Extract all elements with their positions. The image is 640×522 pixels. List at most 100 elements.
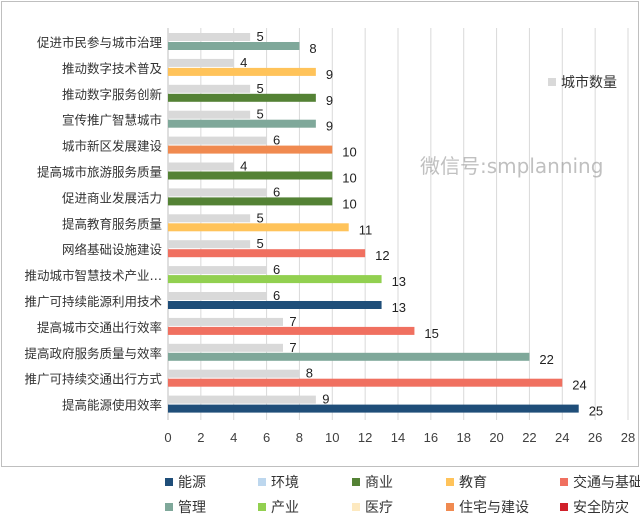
series-legend: 城市数量 — [548, 72, 617, 92]
legend-label: 教育 — [459, 475, 487, 491]
bar-city-count — [168, 317, 283, 326]
data-label: 5 — [257, 210, 264, 225]
legend-swatch — [258, 478, 266, 486]
bar-city-count — [168, 240, 251, 249]
legend-swatch — [548, 78, 556, 86]
bar-city-count — [168, 395, 316, 404]
bar-city-count — [168, 266, 267, 275]
data-label: 6 — [273, 184, 280, 199]
data-label: 5 — [257, 81, 264, 96]
bar-value — [168, 404, 579, 413]
x-tick-label: 24 — [555, 430, 569, 445]
bar-city-count — [168, 292, 267, 300]
bar-value — [168, 275, 382, 284]
data-label: 13 — [392, 274, 406, 289]
x-tick-label: 26 — [588, 430, 602, 445]
legend-label: 城市数量 — [561, 75, 617, 91]
category-label: 推动数字服务创新 — [62, 87, 162, 102]
x-tick-label: 0 — [164, 430, 171, 445]
legend-label: 商业 — [365, 475, 393, 491]
legend-item: 交通与基础设施 — [560, 472, 640, 492]
legend-swatch — [560, 478, 568, 486]
bar-value — [168, 42, 300, 50]
category-label: 促进商业发展活力 — [62, 190, 162, 205]
bar-value — [168, 197, 333, 206]
x-tick-label: 2 — [197, 430, 204, 445]
bar-value — [168, 93, 316, 102]
category-label: 提高教育服务质量 — [62, 216, 162, 231]
category-label: 城市新区发展建设 — [62, 139, 163, 154]
legend-item: 能源 — [165, 472, 206, 492]
bar-value — [168, 67, 316, 76]
legend-label: 安全防灾 — [573, 500, 629, 516]
legend-label: 住宅与建设 — [459, 500, 529, 516]
data-label: 5 — [257, 236, 264, 251]
bar-value — [168, 378, 563, 387]
legend-item: 安全防灾 — [560, 497, 629, 517]
legend-item: 教育 — [446, 472, 487, 492]
legend-swatch — [165, 503, 173, 511]
data-label: 5 — [257, 107, 264, 122]
bar-city-count — [168, 84, 251, 93]
category-label: 推动数字技术普及 — [62, 61, 163, 76]
legend-label: 环境 — [271, 475, 299, 491]
x-tick-label: 6 — [263, 430, 270, 445]
x-tick-label: 4 — [230, 430, 237, 445]
data-label: 22 — [539, 352, 553, 367]
bar-city-count — [168, 188, 267, 197]
x-tick-label: 14 — [391, 430, 405, 445]
x-tick-label: 16 — [424, 430, 438, 445]
bar-city-count — [168, 162, 234, 171]
bar-city-count — [168, 58, 234, 67]
bar-value — [168, 145, 333, 154]
bar-city-count — [168, 343, 283, 352]
bar-value — [168, 223, 349, 232]
category-label: 宣传推广智慧城市 — [62, 113, 162, 128]
legend-swatch — [352, 503, 360, 511]
legend-item: 商业 — [352, 472, 393, 492]
data-label: 6 — [273, 133, 280, 148]
data-label: 6 — [273, 262, 280, 277]
x-tick-label: 28 — [621, 430, 635, 445]
data-label: 8 — [306, 366, 313, 381]
bar-city-count — [168, 369, 300, 378]
bar-value — [168, 171, 333, 180]
data-label: 15 — [424, 326, 438, 341]
data-label: 7 — [289, 314, 296, 329]
data-label: 25 — [589, 404, 603, 419]
bar-city-count — [168, 136, 267, 145]
bar-value — [168, 119, 316, 128]
bar-value — [168, 352, 530, 361]
data-label: 11 — [359, 222, 373, 237]
data-label: 12 — [375, 248, 389, 263]
category-label: 促进市民参与城市治理 — [37, 35, 163, 50]
data-label: 24 — [572, 378, 586, 393]
legend-label: 交通与基础设施 — [573, 475, 640, 491]
data-label: 13 — [392, 300, 406, 315]
data-label: 9 — [326, 93, 333, 108]
legend-swatch — [258, 503, 266, 511]
data-label: 9 — [322, 392, 329, 407]
legend-swatch — [165, 478, 173, 486]
category-label: 提高城市交通出行效率 — [37, 320, 162, 335]
legend-label: 管理 — [178, 500, 206, 516]
category-label: 提高城市旅游服务质量 — [37, 165, 162, 180]
x-tick-label: 12 — [358, 430, 372, 445]
legend-item: 医疗 — [352, 497, 393, 517]
data-label: 4 — [240, 55, 247, 70]
data-label: 10 — [342, 145, 356, 160]
category-label: 提高政府服务质量与效率 — [24, 346, 162, 361]
legend-swatch — [446, 478, 454, 486]
data-label: 6 — [273, 288, 280, 303]
chart-frame — [1, 1, 639, 467]
bar-value — [168, 326, 415, 335]
legend-item: 住宅与建设 — [446, 497, 529, 517]
x-tick-label: 8 — [296, 430, 303, 445]
legend-swatch — [352, 478, 360, 486]
category-label: 网络基础设施建设 — [62, 242, 163, 257]
category-label: 推动城市智慧技术产业… — [24, 268, 162, 283]
data-label: 9 — [326, 67, 333, 82]
data-label: 4 — [240, 159, 247, 174]
legend-swatch — [446, 503, 454, 511]
